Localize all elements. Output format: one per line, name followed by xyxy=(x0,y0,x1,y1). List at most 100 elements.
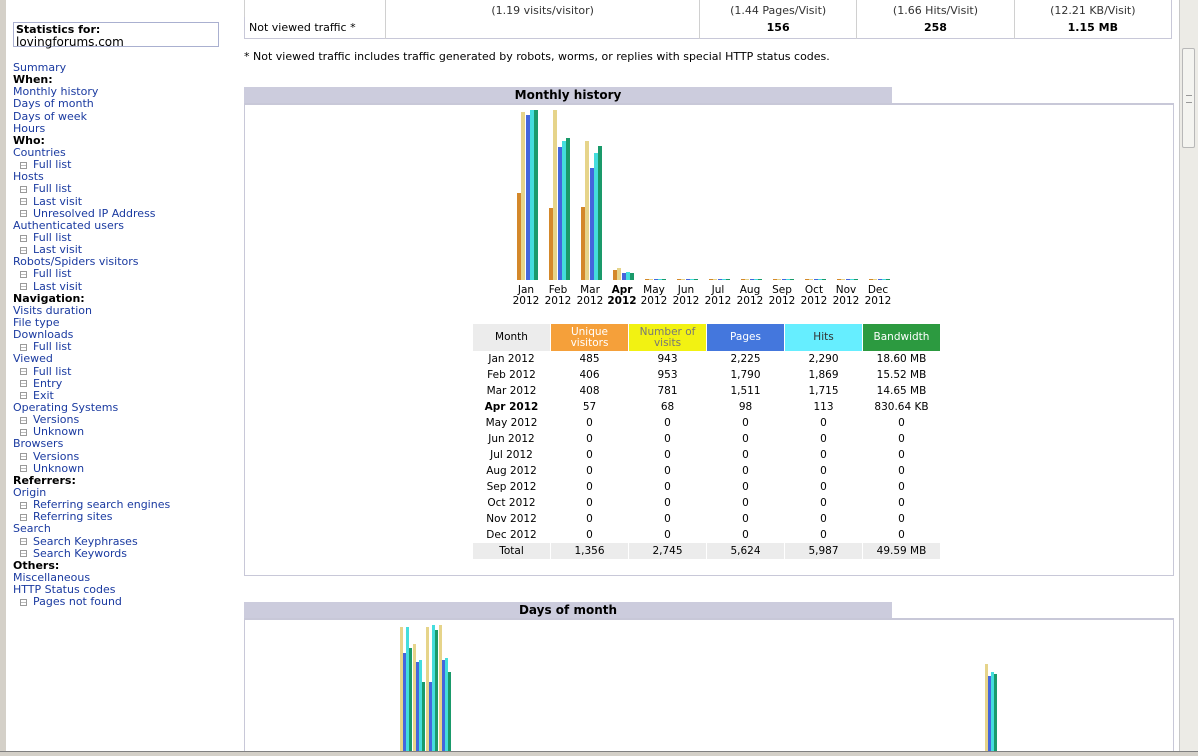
menu-link-days-of-week[interactable]: Days of week xyxy=(13,110,233,123)
year-label: 2012 xyxy=(544,295,572,307)
list-icon xyxy=(20,392,27,400)
chart-bar xyxy=(721,279,726,280)
chart-bar xyxy=(881,279,886,280)
chart-bar xyxy=(593,153,598,280)
chart-bar xyxy=(689,279,694,280)
chart-bar xyxy=(790,279,795,280)
cell-hits: 0 xyxy=(820,481,827,493)
submenu-link-full-list[interactable]: Full list xyxy=(13,183,233,195)
submenu-link-versions[interactable]: Versions xyxy=(13,450,233,463)
menu-link-search[interactable]: Search xyxy=(13,523,233,535)
submenu-link-entry[interactable]: Entry xyxy=(13,377,233,390)
submenu-link-full-list[interactable]: Full list xyxy=(13,268,233,280)
menu-link-operating-systems[interactable]: Operating Systems xyxy=(13,401,233,414)
month-axis-label: Jan 2012 xyxy=(510,285,542,307)
menu-item-label: Viewed xyxy=(13,352,53,366)
list-icon xyxy=(20,210,27,218)
menu-item-label: Search Keyphrases xyxy=(33,534,138,548)
month-axis-label: Oct 2012 xyxy=(798,285,830,307)
sidebar: Statistics for: lovingforums.com Summary… xyxy=(6,0,234,752)
list-icon xyxy=(20,270,27,278)
menu-item-label: Full list xyxy=(33,182,72,196)
submenu-link-last-visit[interactable]: Last visit xyxy=(13,195,233,208)
cell-visits: 0 xyxy=(664,497,671,509)
cell-bw: 0 xyxy=(898,417,905,429)
month-axis-label: Jul 2012 xyxy=(702,285,734,307)
menu-item-label: Countries xyxy=(13,145,66,159)
cell-hits: 5,987 xyxy=(785,543,862,559)
submenu-link-search-keyphrases[interactable]: Search Keyphrases xyxy=(13,535,233,547)
menu-item-label: Versions xyxy=(33,413,80,427)
menu-link-visits-duration[interactable]: Visits duration xyxy=(13,303,233,317)
chart-bar xyxy=(694,279,699,280)
menu-link-countries[interactable]: Countries xyxy=(13,145,233,159)
menu-link-viewed[interactable]: Viewed xyxy=(13,353,233,365)
cell-unique: 0 xyxy=(586,465,593,477)
menu-link-origin[interactable]: Origin xyxy=(13,486,233,499)
chart-bar xyxy=(877,279,882,280)
menu-heading-navigation: Navigation: xyxy=(13,292,233,305)
menu-item-label: Full list xyxy=(33,364,72,378)
menu-link-hours[interactable]: Hours xyxy=(13,122,233,135)
menu-link-monthly-history[interactable]: Monthly history xyxy=(13,86,233,98)
submenu-link-last-visit[interactable]: Last visit xyxy=(13,244,233,256)
submenu-link-full-list[interactable]: Full list xyxy=(13,364,233,378)
submenu-link-unresolved-ip-address[interactable]: Unresolved IP Address xyxy=(13,207,233,220)
menu-link-authenticated-users[interactable]: Authenticated users xyxy=(13,219,233,232)
cell-pages: 0 xyxy=(742,417,749,429)
menu-link-file-type[interactable]: File type xyxy=(13,316,233,329)
submenu-link-pages-not-found[interactable]: Pages not found xyxy=(13,596,233,608)
list-icon xyxy=(20,185,27,193)
menu-item-label: Visits duration xyxy=(13,303,92,317)
menu-link-hosts[interactable]: Hosts xyxy=(13,171,233,183)
menu-item-label: Hosts xyxy=(13,170,44,184)
submenu-link-unknown[interactable]: Unknown xyxy=(13,462,233,475)
submenu-link-versions[interactable]: Versions xyxy=(13,414,233,426)
submenu-link-exit[interactable]: Exit xyxy=(13,389,233,402)
day-bar xyxy=(435,630,438,752)
menu-link-robots-spiders-visitors[interactable]: Robots/Spiders visitors xyxy=(13,256,233,268)
chart-bar xyxy=(758,279,763,280)
submenu-link-full-list[interactable]: Full list xyxy=(13,232,233,244)
header-hits: Hits xyxy=(785,324,862,351)
day-bar xyxy=(426,627,429,752)
menu-link-downloads[interactable]: Downloads xyxy=(13,329,233,341)
vertical-scrollbar[interactable] xyxy=(1179,0,1198,752)
not-viewed-label: Not viewed traffic * xyxy=(249,21,356,34)
cell-visits: 0 xyxy=(664,529,671,541)
menu-link-miscellaneous[interactable]: Miscellaneous xyxy=(13,571,233,584)
menu-item-label: Referrers: xyxy=(13,473,76,487)
day-bar xyxy=(400,627,403,752)
menu-link-days-of-month[interactable]: Days of month xyxy=(13,98,233,110)
menu-item-label: Unknown xyxy=(33,425,85,439)
cell-visits: 0 xyxy=(664,433,671,445)
cell-month: Jul 2012 xyxy=(490,449,533,461)
submenu-link-unknown[interactable]: Unknown xyxy=(13,426,233,438)
chart-bar xyxy=(869,279,873,280)
list-icon xyxy=(20,538,27,546)
list-icon xyxy=(20,234,27,242)
menu-link-http-status-codes[interactable]: HTTP Status codes xyxy=(13,584,233,596)
submenu-link-referring-sites[interactable]: Referring sites xyxy=(13,511,233,523)
menu-item-label: Full list xyxy=(33,158,72,172)
cell-unique: 0 xyxy=(586,529,593,541)
chart-bar xyxy=(645,279,649,280)
cell-visits: 0 xyxy=(664,449,671,461)
menu-item-label: Referring search engines xyxy=(33,498,171,512)
submenu-link-last-visit[interactable]: Last visit xyxy=(13,280,233,293)
days-of-month-box xyxy=(244,618,1174,752)
header-pages: Pages xyxy=(707,324,784,351)
scrollbar-thumb[interactable] xyxy=(1182,48,1195,148)
kb-per-visit: (12.21 KB/Visit) xyxy=(1013,0,1172,17)
chart-bar xyxy=(745,279,750,280)
menu-link-browsers[interactable]: Browsers xyxy=(13,438,233,450)
menu-link-summary[interactable]: Summary xyxy=(13,62,233,74)
submenu-link-search-keywords[interactable]: Search Keywords xyxy=(13,547,233,560)
chart-bar xyxy=(566,138,571,280)
submenu-link-full-list[interactable]: Full list xyxy=(13,159,233,171)
submenu-link-referring-search-engines[interactable]: Referring search engines xyxy=(13,499,233,511)
chart-bar xyxy=(621,273,626,280)
table-row: Feb 2012 406 953 1,790 1,869 15.52 MB xyxy=(473,367,940,383)
list-icon xyxy=(20,465,27,473)
submenu-link-full-list[interactable]: Full list xyxy=(13,341,233,353)
